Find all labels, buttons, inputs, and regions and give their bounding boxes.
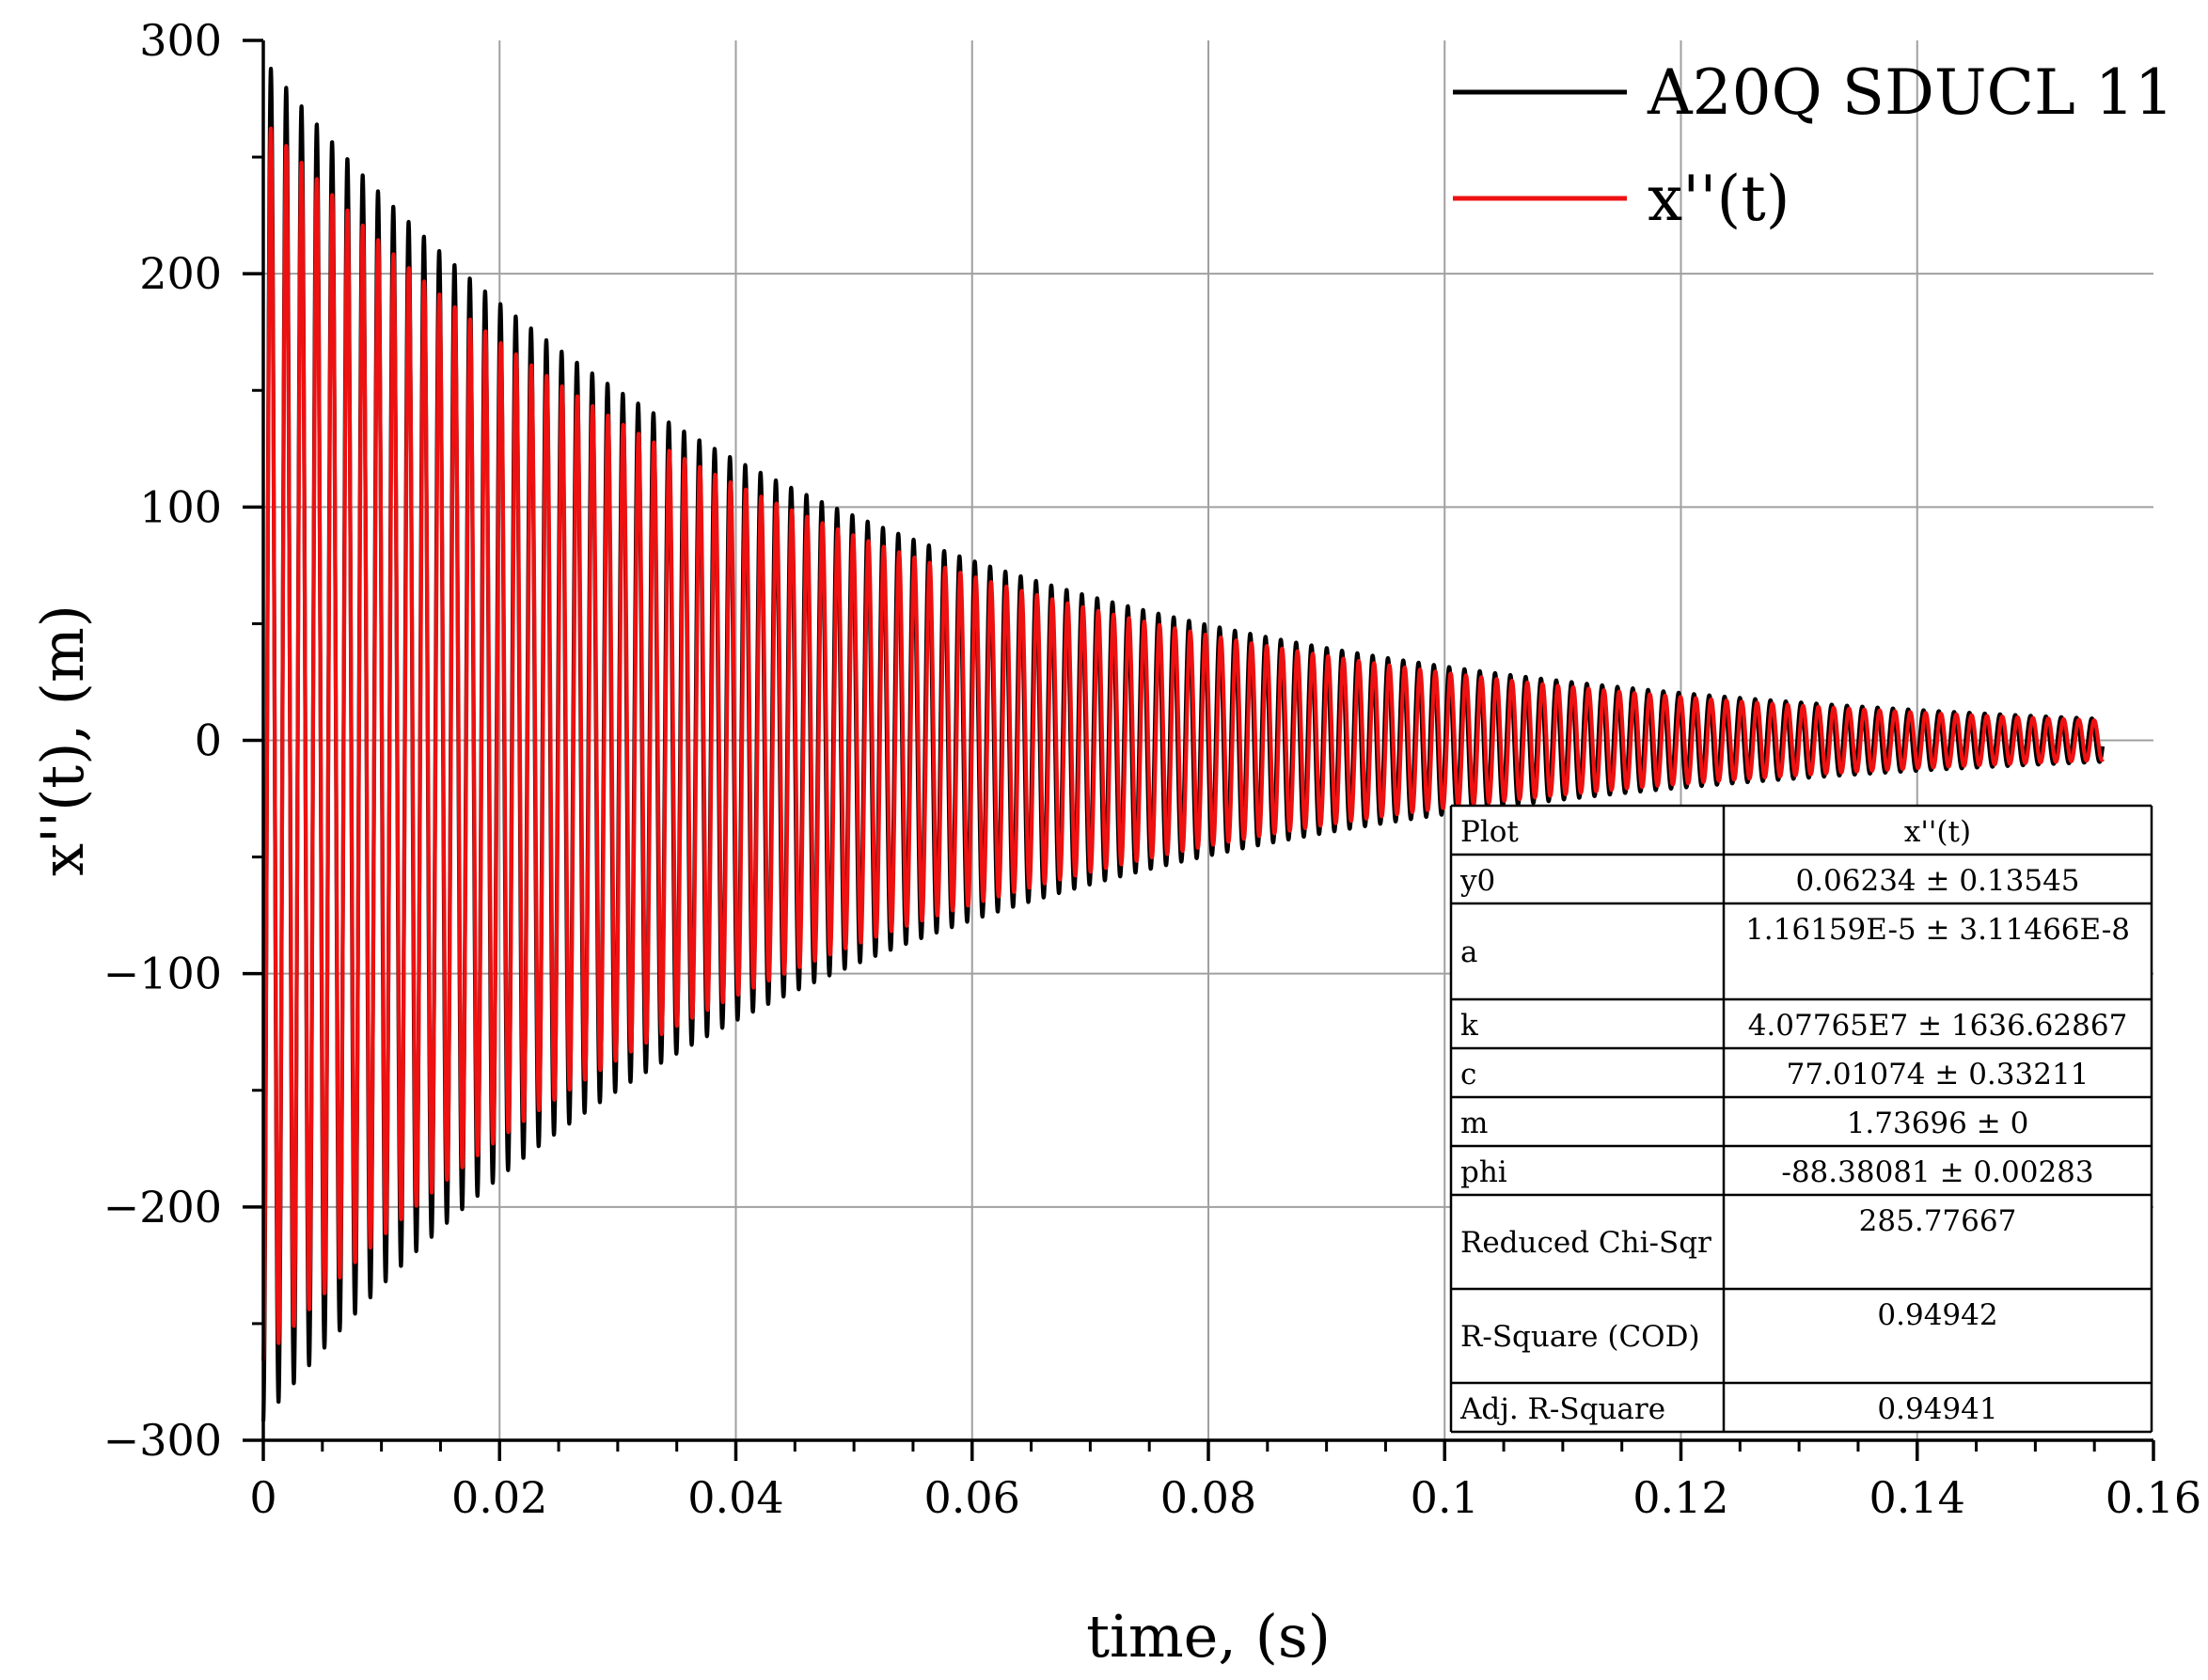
legend-label: x''(t) <box>1648 163 1790 235</box>
table-cell-value: x''(t) <box>1904 815 1971 849</box>
table-background <box>1451 806 2152 1432</box>
y-axis-title: x''(t), (m) <box>28 604 97 876</box>
table-cell-name: phi <box>1460 1155 1507 1189</box>
table-cell-value: 0.06234 ± 0.13545 <box>1795 864 2079 898</box>
series-layer <box>260 67 2105 1421</box>
x-tick-label: 0.16 <box>2105 1472 2201 1523</box>
x-tick-label: 0.02 <box>451 1472 547 1523</box>
table-cell-value: 0.94941 <box>1877 1392 1997 1426</box>
table-cell-name: k <box>1460 1009 1478 1043</box>
table-cell-value: 1.16159E-5 ± 3.11466E-8 <box>1745 913 2130 947</box>
table-cell-value: -88.38081 ± 0.00283 <box>1781 1155 2093 1189</box>
table-cell-value: 285.77667 <box>1859 1204 2017 1238</box>
fit-results-table: Plot x''(t) y0 0.06234 ± 0.13545 a 1.16159E-5… <box>1449 804 2153 1434</box>
table-cell-name: a <box>1460 935 1477 969</box>
x-tick-label: 0.12 <box>1632 1472 1728 1523</box>
x-tick-label: 0.04 <box>687 1472 783 1523</box>
y-tick-label: 200 <box>139 248 222 299</box>
table-cell-value: 77.01074 ± 0.33211 <box>1787 1058 2090 1091</box>
y-tick-label: 300 <box>139 15 222 66</box>
y-tick-label: 0 <box>195 715 222 766</box>
x-tick-label: 0.1 <box>1411 1472 1479 1523</box>
table-cell-name: y0 <box>1459 864 1495 898</box>
y-tick-label: −100 <box>103 949 222 999</box>
y-tick-label: 100 <box>139 481 222 532</box>
legend-label: A20Q SDUCL 11 <box>1647 56 2174 129</box>
y-tick-label: −300 <box>103 1415 222 1466</box>
table-cell-name: Reduced Chi-Sqr <box>1460 1226 1711 1260</box>
x-tick-label: 0.06 <box>924 1472 1020 1523</box>
x-tick-label: 0 <box>249 1472 276 1523</box>
x-tick-label: 0.14 <box>1869 1472 1965 1523</box>
table-cell-value: 1.73696 ± 0 <box>1847 1107 2029 1140</box>
y-tick-label: −200 <box>103 1182 222 1233</box>
table-cell-name: R-Square (COD) <box>1460 1320 1700 1354</box>
axes: 0 0.02 0.04 0.06 0.08 0.1 0.12 0.14 0.16 300 200 10… <box>28 15 2201 1671</box>
x-tick-label: 0.08 <box>1160 1472 1256 1523</box>
table-cell-name: m <box>1460 1107 1488 1140</box>
table-cell-value: 0.94942 <box>1877 1298 1997 1332</box>
legend: A20Q SDUCL 11 x''(t) <box>1453 56 2174 235</box>
table-cell-value: 4.07765E7 ± 1636.62867 <box>1748 1009 2128 1043</box>
series-line-fit <box>260 126 2105 1361</box>
table-cell-name: Adj. R-Square <box>1459 1392 1665 1426</box>
table-cell-name: Plot <box>1460 815 1519 849</box>
table-cell-name: c <box>1460 1058 1476 1091</box>
x-axis-title: time, (s) <box>1086 1602 1331 1671</box>
